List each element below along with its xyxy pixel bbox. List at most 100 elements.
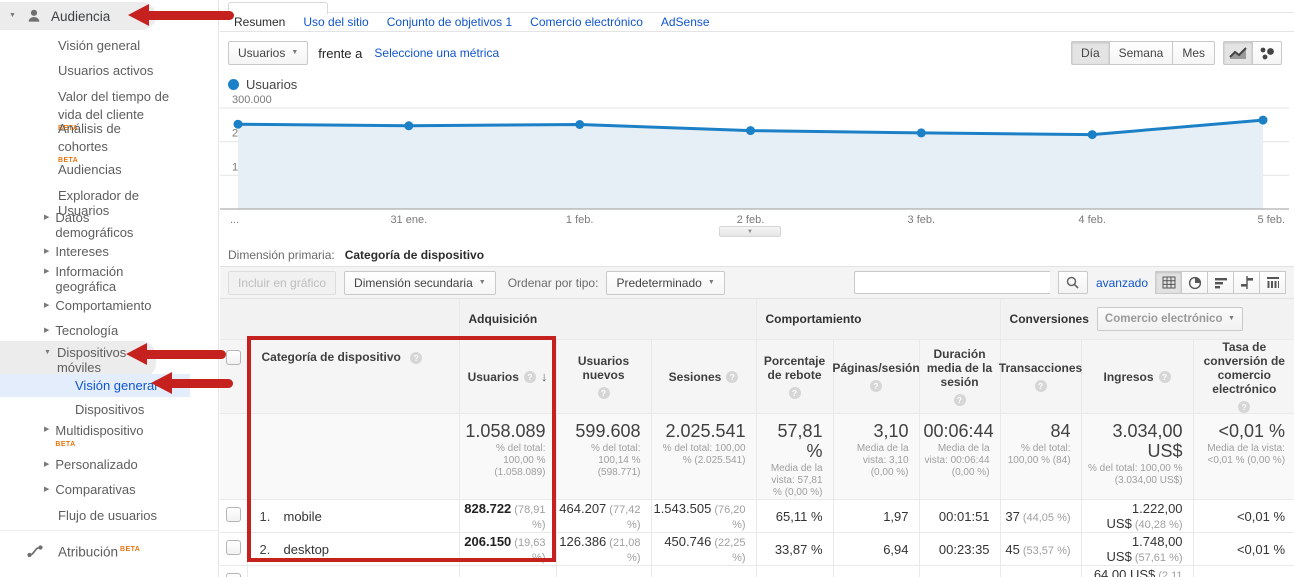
row-index: 2. bbox=[259, 541, 271, 557]
help-icon[interactable]: ? bbox=[410, 352, 423, 364]
sidebar-item-dispositivos-moviles[interactable]: ▼ Dispositivos móviles bbox=[0, 341, 156, 378]
conversions-goal-select[interactable]: Comercio electrónico ▼ bbox=[1096, 307, 1243, 331]
help-icon[interactable]: ? bbox=[1034, 380, 1047, 392]
sidebar-item-vision-general-dispositivos[interactable]: Visión general bbox=[0, 374, 190, 397]
column-header-label: Categoría de dispositivo bbox=[261, 350, 401, 364]
legend-label: Usuarios bbox=[246, 77, 298, 92]
sidebar-item-datos-demograficos[interactable]: ▶ Datos demográficos bbox=[44, 210, 164, 240]
group-conversiones: Conversiones Comercio electrónico ▼ bbox=[1000, 299, 1294, 340]
column-header-label: Tasa de conversión de comercio electróni… bbox=[1203, 340, 1285, 396]
sidebar-item-vision-general[interactable]: Visión general bbox=[58, 38, 141, 53]
pivot-view-button[interactable] bbox=[1259, 271, 1286, 294]
percentage-view-button[interactable] bbox=[1181, 271, 1208, 294]
main-content: Resumen Uso del sitio Conjunto de objeti… bbox=[220, 0, 1294, 577]
sidebar-item-comparativas[interactable]: ▶ Comparativas bbox=[44, 482, 136, 497]
report-subtabs: Resumen Uso del sitio Conjunto de objeti… bbox=[220, 13, 1294, 32]
column-header-transacciones[interactable]: Transacciones? bbox=[999, 339, 1082, 414]
help-icon[interactable]: ? bbox=[726, 370, 739, 383]
help-icon[interactable]: ? bbox=[788, 387, 801, 399]
sidebar-item-usuarios-activos[interactable]: Usuarios activos bbox=[58, 63, 154, 78]
sidebar-item-informacion-geografica[interactable]: ▶ Información geográfica bbox=[44, 264, 164, 294]
help-icon[interactable]: ? bbox=[523, 370, 536, 383]
row-checkbox[interactable] bbox=[225, 507, 241, 522]
sidebar-item-intereses[interactable]: ▶ Intereses bbox=[44, 244, 109, 259]
sidebar-item-atribucion[interactable]: Atribución BETA bbox=[26, 542, 140, 560]
column-header-paginas-sesion[interactable]: Páginas/sesión? bbox=[832, 339, 920, 414]
chevron-right-icon: ▶ bbox=[44, 214, 50, 221]
row-index: 1. bbox=[259, 508, 271, 524]
sidebar-item-analisis-cohortes[interactable]: Análisis de cohortes BETA bbox=[58, 120, 148, 164]
select-all-checkbox[interactable] bbox=[225, 350, 241, 365]
table-row-desktop: 2. desktop 206.150 (19,63 %) 126.386 (21,08… bbox=[220, 532, 1294, 566]
group-empty-cell bbox=[220, 299, 460, 340]
device-category-table: Adquisición Comportamiento Conversiones … bbox=[220, 299, 1294, 577]
help-icon[interactable]: ? bbox=[870, 380, 883, 392]
secondary-dimension-button[interactable]: Dimensión secundaria ▼ bbox=[344, 270, 496, 295]
sidebar-item-multidispositivo[interactable]: ▶ Multidispositivo BETA bbox=[44, 422, 144, 448]
row-checkbox[interactable] bbox=[225, 573, 241, 577]
chart-scroll-handle[interactable]: ▼ bbox=[719, 226, 781, 237]
total-usuarios-nuevos: 599.608% del total: 100,14 % (598.771) bbox=[556, 413, 652, 500]
column-header-usuarios-nuevos[interactable]: Usuarios nuevos? bbox=[556, 339, 652, 414]
sidebar-item-tecnologia[interactable]: ▶ Tecnología bbox=[44, 323, 118, 338]
comparison-view-button[interactable] bbox=[1233, 271, 1260, 294]
column-header-duracion[interactable]: Duración media de la sesión? bbox=[919, 339, 1001, 414]
column-header-dimension[interactable]: Categoría de dispositivo ? bbox=[247, 339, 460, 414]
column-header-ingresos[interactable]: Ingresos? bbox=[1081, 339, 1194, 414]
tab-adsense[interactable]: AdSense bbox=[660, 15, 710, 29]
line-chart-view-button[interactable] bbox=[1223, 41, 1253, 65]
chevron-down-icon: ▼ bbox=[1227, 315, 1235, 322]
row-label[interactable]: desktop bbox=[283, 541, 330, 557]
sidebar-item-audiencias[interactable]: Audiencias bbox=[58, 162, 122, 177]
granularity-month-button[interactable]: Mes bbox=[1172, 41, 1215, 65]
advanced-link[interactable]: avanzado bbox=[1095, 275, 1148, 290]
sidebar-item-label: Datos demográficos bbox=[55, 210, 134, 240]
sidebar-item-valor-tiempo-vida[interactable]: Valor del tiempo de vida del cliente BET… bbox=[58, 88, 170, 132]
sort-type-select[interactable]: Predeterminado ▼ bbox=[606, 270, 725, 295]
search-input[interactable] bbox=[853, 271, 1050, 294]
row-label[interactable]: tablet bbox=[284, 575, 316, 577]
sidebar-item-flujo-usuarios[interactable]: Flujo de usuarios bbox=[58, 508, 157, 523]
tab-comercio-electronico[interactable]: Comercio electrónico bbox=[530, 15, 643, 29]
help-icon[interactable]: ? bbox=[597, 387, 610, 399]
row-checkbox[interactable] bbox=[225, 540, 241, 555]
performance-view-button[interactable] bbox=[1207, 271, 1234, 294]
svg-text:...: ... bbox=[230, 214, 239, 226]
cell-value: 2 bbox=[1019, 575, 1026, 577]
help-icon[interactable]: ? bbox=[953, 394, 966, 406]
cell-value: 65,11 % bbox=[756, 499, 834, 533]
sidebar-item-label: Intereses bbox=[55, 244, 109, 259]
help-icon[interactable]: ? bbox=[1238, 401, 1251, 413]
sidebar-item-comportamiento[interactable]: ▶ Comportamiento bbox=[44, 298, 152, 313]
primary-dimension-selected[interactable]: Categoría de dispositivo bbox=[344, 248, 485, 262]
tab-uso-del-sitio[interactable]: Uso del sitio bbox=[303, 15, 369, 29]
legend-dot-icon bbox=[228, 79, 239, 90]
total-duracion: 00:06:44 Media de la vista: 00:06:44 (0,0… bbox=[919, 413, 1001, 500]
chevron-down-icon: ▼ bbox=[9, 12, 16, 19]
column-header-tasa-conversion[interactable]: Tasa de conversión de comercio electróni… bbox=[1193, 340, 1294, 414]
metric-selector[interactable]: Usuarios ▼ bbox=[228, 41, 309, 65]
tab-conjunto-objetivos[interactable]: Conjunto de objetivos 1 bbox=[386, 15, 513, 29]
inactive-tab-stub[interactable] bbox=[228, 2, 328, 14]
sidebar-item-label: Visión general bbox=[75, 378, 158, 393]
sidebar-item-dispositivos[interactable]: Dispositivos bbox=[75, 402, 145, 417]
row-label[interactable]: mobile bbox=[283, 508, 322, 524]
select-metric-link[interactable]: Seleccione una métrica bbox=[374, 46, 500, 60]
granularity-day-button[interactable]: Día bbox=[1070, 41, 1110, 65]
sidebar-item-explorador-usuarios[interactable]: Explorador de Usuarios bbox=[58, 188, 139, 218]
help-icon[interactable]: ? bbox=[1158, 370, 1171, 383]
person-icon bbox=[26, 8, 42, 24]
motion-chart-view-button[interactable] bbox=[1252, 41, 1282, 65]
column-header-rebote[interactable]: Porcentaje de rebote? bbox=[756, 339, 834, 414]
data-view-button[interactable] bbox=[1155, 271, 1182, 294]
sidebar-item-personalizado[interactable]: ▶ Personalizado bbox=[44, 457, 138, 472]
column-header-sesiones[interactable]: Sesiones? bbox=[651, 339, 757, 414]
sort-descending-icon[interactable]: ↓ bbox=[540, 368, 548, 384]
search-button[interactable] bbox=[1057, 271, 1088, 294]
plot-rows-button[interactable]: Incluir en gráfico bbox=[228, 270, 337, 295]
granularity-week-button[interactable]: Semana bbox=[1108, 41, 1174, 65]
tab-resumen[interactable]: Resumen bbox=[234, 15, 286, 29]
cell-value: <0,01 % bbox=[1236, 508, 1286, 524]
sidebar-item-audiencia[interactable]: ▼ Audiencia bbox=[0, 2, 156, 30]
column-header-usuarios[interactable]: Usuarios ? ↓ bbox=[459, 339, 557, 414]
